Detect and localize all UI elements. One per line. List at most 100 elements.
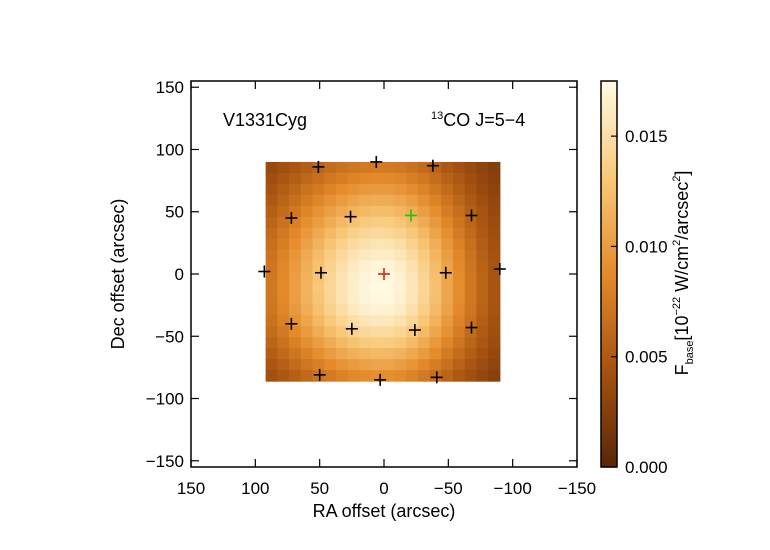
heatmap-cell [359, 282, 372, 295]
heatmap-cell [359, 194, 372, 207]
colorbar-segment [601, 261, 617, 265]
colorbar-segment [601, 357, 617, 362]
colorbar-segment [601, 241, 617, 246]
colorbar-segment [601, 405, 617, 410]
heatmap-cell [300, 293, 314, 305]
heatmap-cell [289, 304, 302, 316]
heatmap-cell [300, 326, 314, 338]
x-tick-label: 150 [177, 479, 205, 498]
heatmap-cell [476, 161, 489, 174]
heatmap-cell [452, 183, 466, 196]
heatmap-cell [417, 194, 431, 207]
heatmap-cell [300, 315, 314, 327]
colorbar-segment [601, 428, 617, 433]
heatmap-cell [359, 260, 372, 273]
heatmap-cell [347, 326, 360, 338]
heatmap-cell [347, 359, 360, 371]
colorbar-segment [601, 122, 617, 127]
heatmap-cell [300, 260, 314, 273]
heatmap-cell [289, 337, 302, 349]
heatmap-cell [382, 260, 396, 273]
heatmap-cell [300, 348, 314, 360]
heatmap-cell [488, 249, 501, 262]
heatmap-cell [335, 238, 349, 251]
heatmap-cell [371, 293, 384, 305]
colorbar-segment [601, 319, 617, 323]
colorbar-segment [601, 212, 617, 217]
heatmap-cell [265, 326, 278, 338]
heatmap-cell [312, 326, 325, 338]
heatmap-cell [488, 194, 501, 207]
x-tick-label: −50 [434, 479, 463, 498]
heatmap-cell [359, 304, 372, 316]
colorbar-segment [601, 421, 617, 426]
heatmap-cell [406, 282, 419, 295]
heatmap-cell [464, 183, 477, 196]
heatmap-cell [476, 359, 489, 371]
heatmap-cell [488, 315, 501, 327]
heatmap-cell [382, 161, 396, 174]
heatmap-cell [406, 326, 419, 338]
heatmap-cell [382, 183, 396, 196]
colorbar-segment [601, 373, 617, 378]
heatmap-cell [265, 348, 278, 360]
colorbar-segment [601, 386, 617, 391]
colorbar-segment [601, 328, 617, 333]
heatmap-cell [324, 315, 337, 327]
heatmap-cell [417, 370, 431, 382]
heatmap-cell [335, 315, 349, 327]
heatmap-cell [289, 205, 302, 218]
heatmap-cell [406, 370, 419, 382]
heatmap-cell [312, 359, 325, 371]
heatmap-cell [277, 304, 290, 316]
heatmap-cell [300, 271, 314, 284]
beam-marker [285, 317, 298, 330]
colorbar-segment [601, 376, 617, 381]
colorbar-segment [601, 315, 617, 320]
beam-marker [345, 322, 358, 335]
colorbar-segment [601, 196, 617, 201]
colorbar-segment [601, 312, 617, 317]
heatmap-cell [265, 282, 278, 295]
colorbar-segment [601, 338, 617, 343]
heatmap-cell [429, 359, 442, 371]
colorbar-segment [601, 187, 617, 191]
heatmap-cell [441, 260, 454, 273]
heatmap-cell [488, 337, 501, 349]
colorbar-segment [601, 463, 617, 468]
heatmap-cell [441, 315, 454, 327]
colorbar-segment [601, 257, 617, 262]
colorbar-segment [601, 126, 617, 130]
heatmap-cell [476, 348, 489, 360]
heatmap-cell [324, 304, 337, 316]
colorbar-segment [601, 296, 617, 301]
colorbar-tick-label: 0.000 [625, 458, 668, 477]
heatmap-cell [476, 205, 489, 218]
heatmap-cell [371, 359, 384, 371]
heatmap-cell [335, 348, 349, 360]
colorbar-segment [601, 248, 617, 253]
heatmap-cell [277, 260, 290, 273]
heatmap-cell [394, 315, 407, 327]
heatmap-cell [394, 183, 407, 196]
heatmap-cell [406, 216, 419, 229]
colorbar-segment [601, 441, 617, 446]
heatmap-cell [300, 238, 314, 251]
heatmap-cell [406, 260, 419, 273]
heatmap-cell [277, 238, 290, 251]
heatmap-cell [417, 249, 431, 262]
colorbar-segment [601, 245, 617, 249]
heatmap-cell [324, 337, 337, 349]
colorbar-segment [601, 154, 617, 159]
heatmap-cell [371, 304, 384, 316]
y-axis-title: Dec offset (arcsec) [108, 199, 128, 350]
colorbar-segment [601, 167, 617, 172]
heatmap-cell [265, 337, 278, 349]
y-tick-label: 100 [156, 140, 184, 159]
heatmap-cell [382, 348, 396, 360]
heatmap-cell [335, 227, 349, 240]
heatmap-cell [265, 271, 278, 284]
colorbar-segment [601, 354, 617, 359]
heatmap-cell [335, 216, 349, 229]
heatmap-cell [382, 194, 396, 207]
